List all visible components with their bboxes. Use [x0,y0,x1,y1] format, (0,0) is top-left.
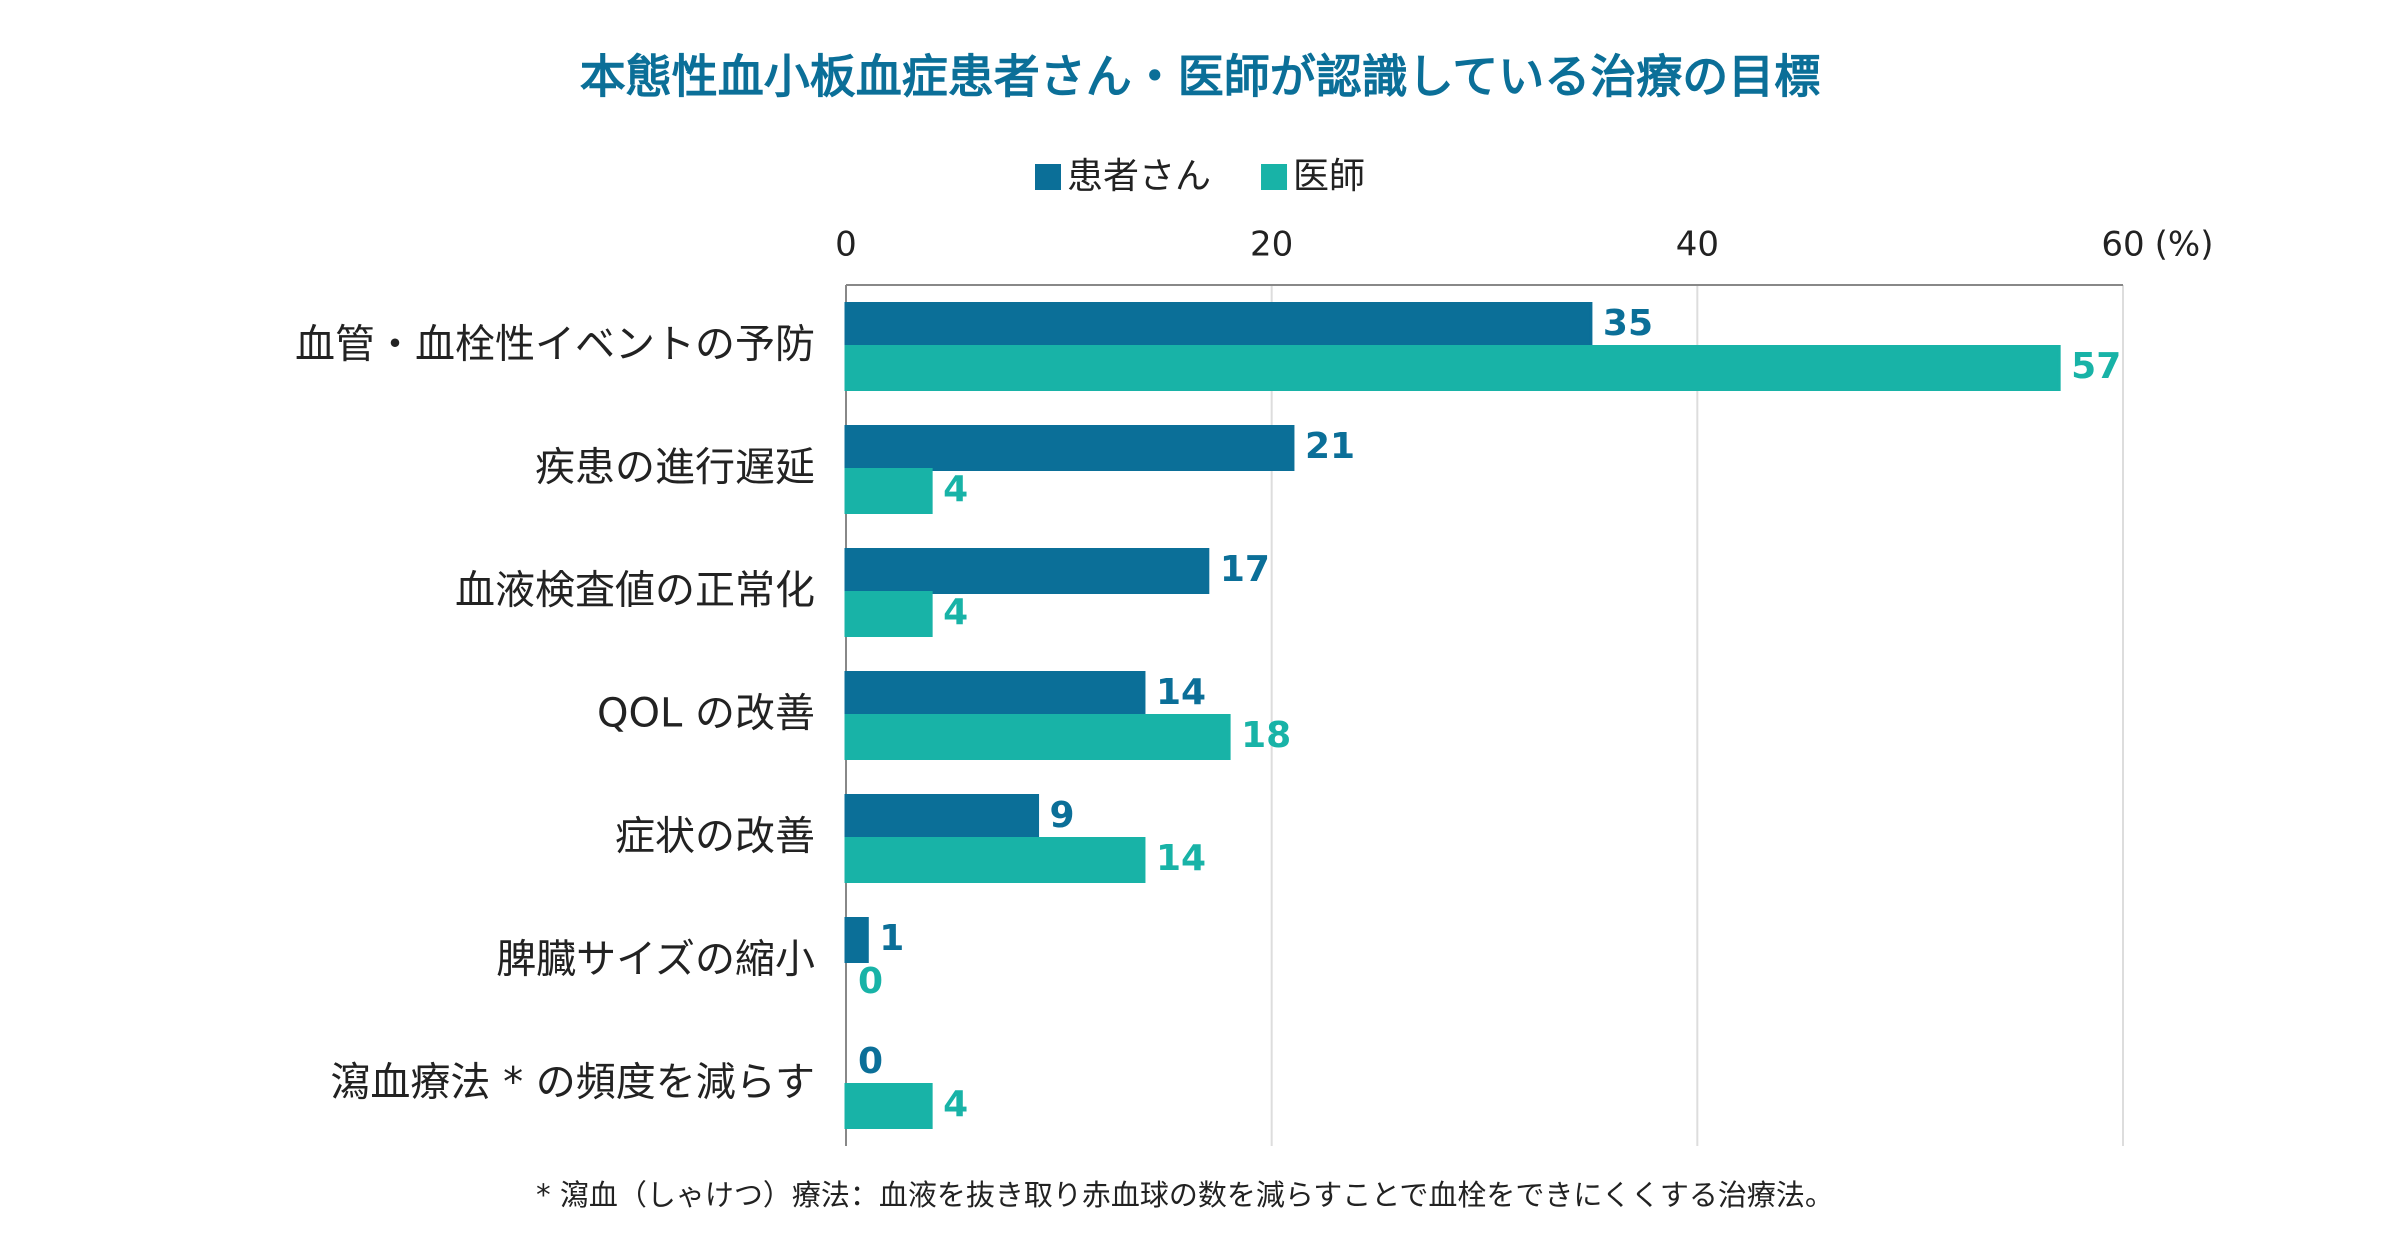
legend-swatch [1261,164,1288,190]
y-tick-label: 血管・血栓性イベントの予防 [295,322,815,368]
bar [844,591,933,637]
value-label: 18 [1241,715,1291,756]
bar [844,917,869,963]
value-label: 4 [943,1084,968,1125]
y-tick-label: 血液検査値の正常化 [455,568,815,614]
x-tick-label: 0 [835,225,857,265]
y-tick-label: QOL の改善 [597,691,815,737]
footnote: * 瀉血（しゃけつ）療法：血液を抜き取り赤血球の数を減らすことで血栓をできにくく… [536,1178,1834,1212]
bar [844,671,1146,717]
y-tick-label: 疾患の進行遅延 [535,445,815,491]
x-tick-label: 40 [1676,225,1719,265]
y-tick-label: 症状の改善 [615,814,815,860]
x-tick-label: 60 [2101,225,2144,265]
value-label: 17 [1220,549,1270,590]
bar [844,425,1295,471]
y-tick-label: 脾臓サイズの縮小 [496,937,815,983]
value-label: 57 [2071,346,2121,387]
x-tick-label: 20 [1250,225,1293,265]
value-label: 9 [1050,795,1075,836]
y-tick-label: 瀉血療法 * の頻度を減らす [330,1060,815,1106]
bar [844,837,1146,883]
chart-title: 本態性血小板血症患者さん・医師が認識している治療の目標 [580,50,1821,104]
value-label: 14 [1156,672,1206,713]
bar [844,345,2061,391]
value-label: 14 [1156,838,1206,879]
bar [844,794,1040,840]
x-unit: (%) [2155,225,2214,265]
legend-swatch [1035,164,1061,190]
bar [844,1083,933,1129]
legend-label: 医師 [1293,156,1365,197]
bar [844,302,1593,348]
value-label: 4 [943,592,968,633]
bar [844,714,1231,760]
value-label: 4 [943,469,968,510]
value-label: 1 [879,918,904,959]
value-label: 21 [1305,426,1355,467]
legend-label: 患者さん [1067,156,1211,197]
bar [844,548,1210,594]
value-label: 0 [858,1041,883,1082]
bar [844,468,933,514]
value-label: 35 [1603,303,1653,344]
value-label: 0 [858,961,883,1002]
